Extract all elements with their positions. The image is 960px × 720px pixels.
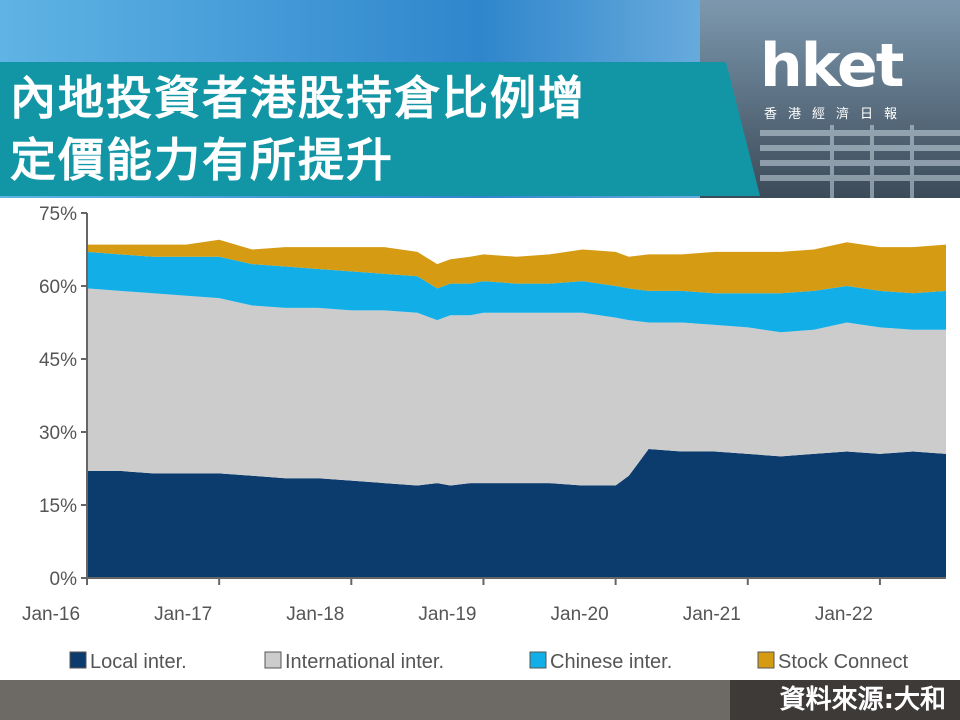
legend-label-chinese-inter: Chinese inter. [550,651,672,673]
x-tick-label: Jan-20 [551,604,609,625]
legend-swatch-local-inter [69,651,87,669]
legend-label-local-inter: Local inter. [90,651,187,673]
legend-swatch-international-inter [264,651,282,669]
area-international-inter [87,288,946,486]
title-banner [0,62,760,196]
x-tick-label: Jan-19 [418,604,476,625]
y-tick-label: 15% [39,496,77,517]
y-tick-label: 75% [39,204,77,225]
x-tick-label: Jan-17 [154,604,212,625]
source-credit: 資料來源:大和 [779,685,946,715]
area-chinese-inter [87,251,946,333]
title-line-2: 定價能力有所提升 [10,133,394,187]
chart-areas [87,239,946,578]
x-tick-label: Jan-21 [683,604,741,625]
y-tick-label: 45% [39,350,77,371]
y-tick-label: 60% [39,277,77,298]
x-tick-label: Jan-18 [286,604,344,625]
legend-label-stock-connect: Stock Connect [778,651,909,673]
hket-logo: hket [760,31,904,101]
title-line-1: 內地投資者港股持倉比例增 [10,71,586,125]
area-stock-connect [87,239,946,294]
chart-legend: Local inter. International inter. Chinese … [69,651,909,673]
area-local-inter [87,449,946,578]
legend-swatch-stock-connect [757,651,775,669]
legend-swatch-chinese-inter [529,651,547,669]
legend-label-international-inter: International inter. [285,651,444,673]
building-windows [760,125,960,200]
chart-axes: 0% 15% 30% 45% 60% 75% Jan-16 Jan-17 Jan-18 Jan-1… [22,204,946,625]
x-tick-label: Jan-16 [22,604,80,625]
source-strip [730,680,960,720]
x-tick-label: Jan-22 [815,604,873,625]
y-tick-label: 0% [50,569,78,590]
hket-logo-subtitle: 香港經濟日報 [764,107,909,122]
y-tick-label: 30% [39,423,77,444]
